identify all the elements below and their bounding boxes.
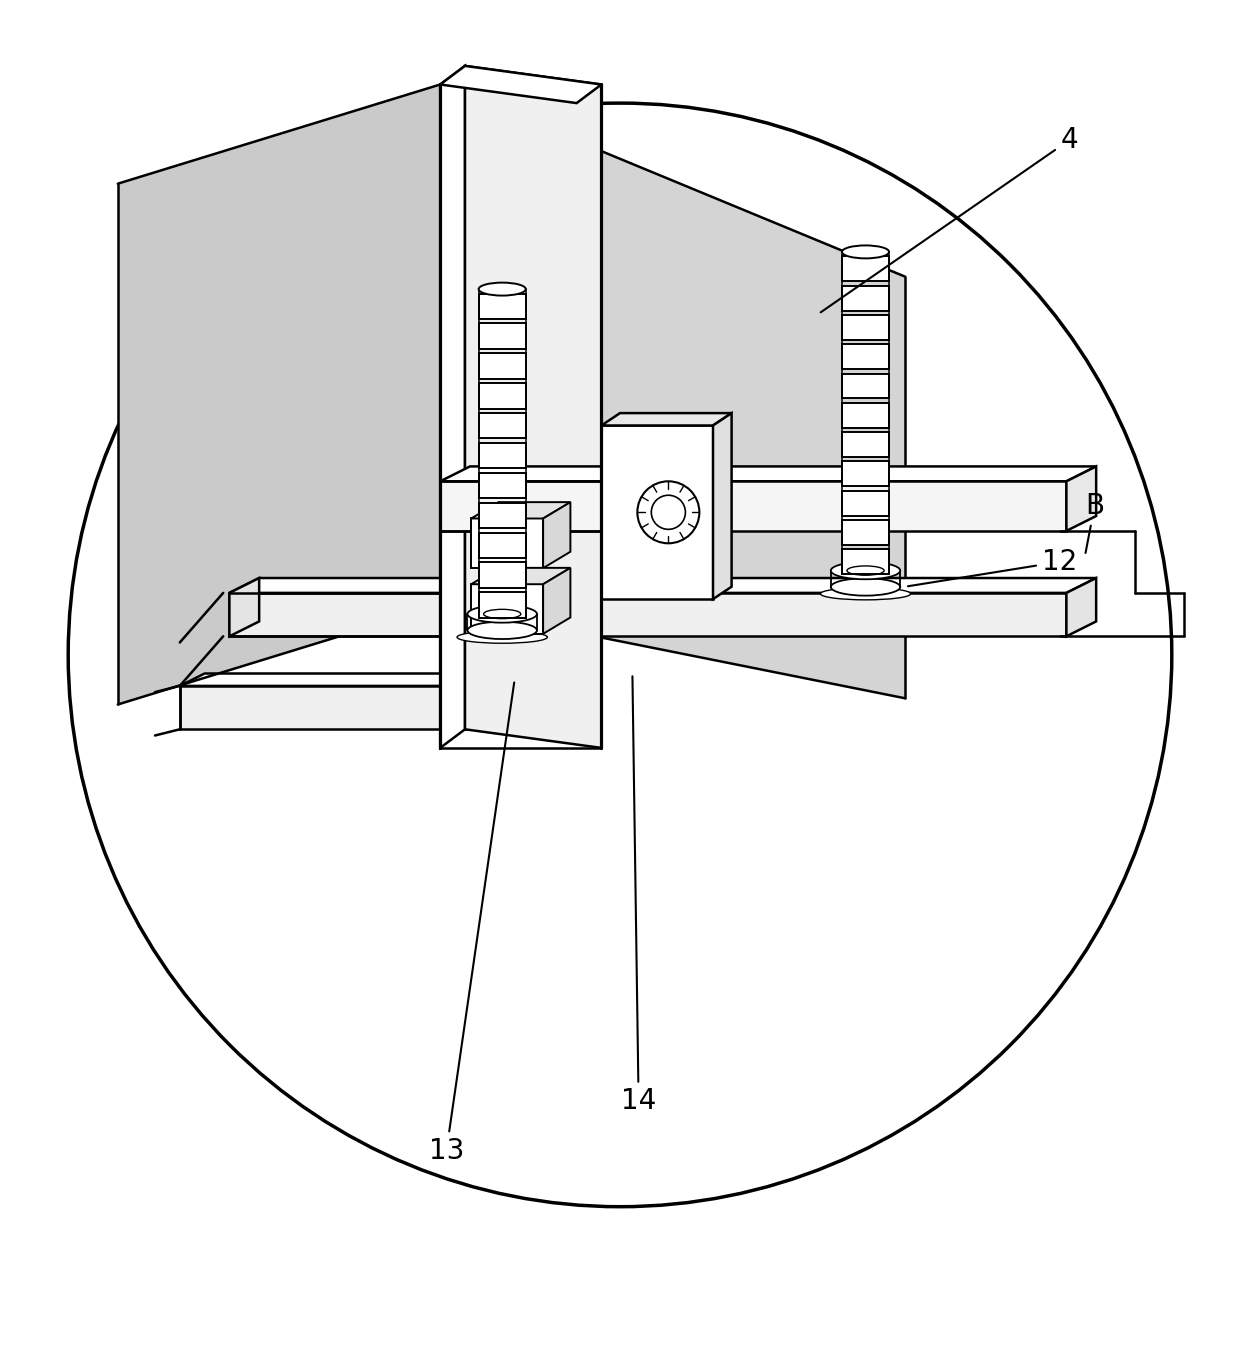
Polygon shape	[601, 414, 732, 426]
Polygon shape	[601, 426, 713, 599]
Polygon shape	[479, 502, 526, 528]
Polygon shape	[479, 563, 526, 587]
Text: 12: 12	[908, 548, 1076, 586]
Polygon shape	[479, 473, 526, 498]
Polygon shape	[842, 490, 889, 516]
Polygon shape	[479, 532, 526, 558]
Polygon shape	[1066, 466, 1096, 531]
Polygon shape	[842, 345, 889, 369]
Text: B: B	[1085, 492, 1104, 554]
Ellipse shape	[467, 622, 537, 638]
Ellipse shape	[479, 283, 526, 295]
Polygon shape	[842, 256, 889, 282]
Polygon shape	[842, 403, 889, 428]
Polygon shape	[118, 85, 440, 704]
Ellipse shape	[831, 562, 900, 579]
Polygon shape	[471, 585, 543, 634]
Polygon shape	[842, 373, 889, 399]
Polygon shape	[479, 294, 526, 319]
Ellipse shape	[821, 587, 910, 599]
Polygon shape	[842, 432, 889, 457]
Polygon shape	[440, 66, 601, 104]
Polygon shape	[479, 593, 526, 618]
Ellipse shape	[831, 578, 900, 595]
Polygon shape	[1066, 578, 1096, 636]
Ellipse shape	[467, 605, 537, 622]
Polygon shape	[842, 550, 889, 574]
Polygon shape	[180, 674, 558, 686]
Ellipse shape	[458, 632, 547, 644]
Polygon shape	[479, 443, 526, 469]
Polygon shape	[465, 66, 601, 748]
Polygon shape	[479, 353, 526, 379]
Polygon shape	[440, 481, 1066, 531]
Polygon shape	[479, 414, 526, 439]
Polygon shape	[713, 414, 732, 599]
Polygon shape	[471, 568, 570, 585]
Polygon shape	[842, 520, 889, 546]
Polygon shape	[543, 568, 570, 634]
Polygon shape	[229, 578, 259, 636]
Text: 14: 14	[621, 676, 656, 1115]
Text: 4: 4	[821, 127, 1078, 313]
Polygon shape	[440, 85, 905, 698]
Polygon shape	[479, 383, 526, 408]
Polygon shape	[842, 286, 889, 311]
Text: 13: 13	[429, 683, 515, 1165]
Polygon shape	[471, 519, 543, 568]
Polygon shape	[479, 323, 526, 349]
Polygon shape	[180, 686, 533, 729]
Polygon shape	[229, 578, 1096, 593]
Polygon shape	[440, 66, 465, 748]
Polygon shape	[471, 502, 570, 519]
Polygon shape	[440, 466, 1096, 481]
Polygon shape	[229, 593, 1066, 636]
Circle shape	[68, 104, 1172, 1207]
Polygon shape	[543, 502, 570, 568]
Polygon shape	[842, 315, 889, 339]
Polygon shape	[842, 462, 889, 486]
Ellipse shape	[842, 245, 889, 259]
